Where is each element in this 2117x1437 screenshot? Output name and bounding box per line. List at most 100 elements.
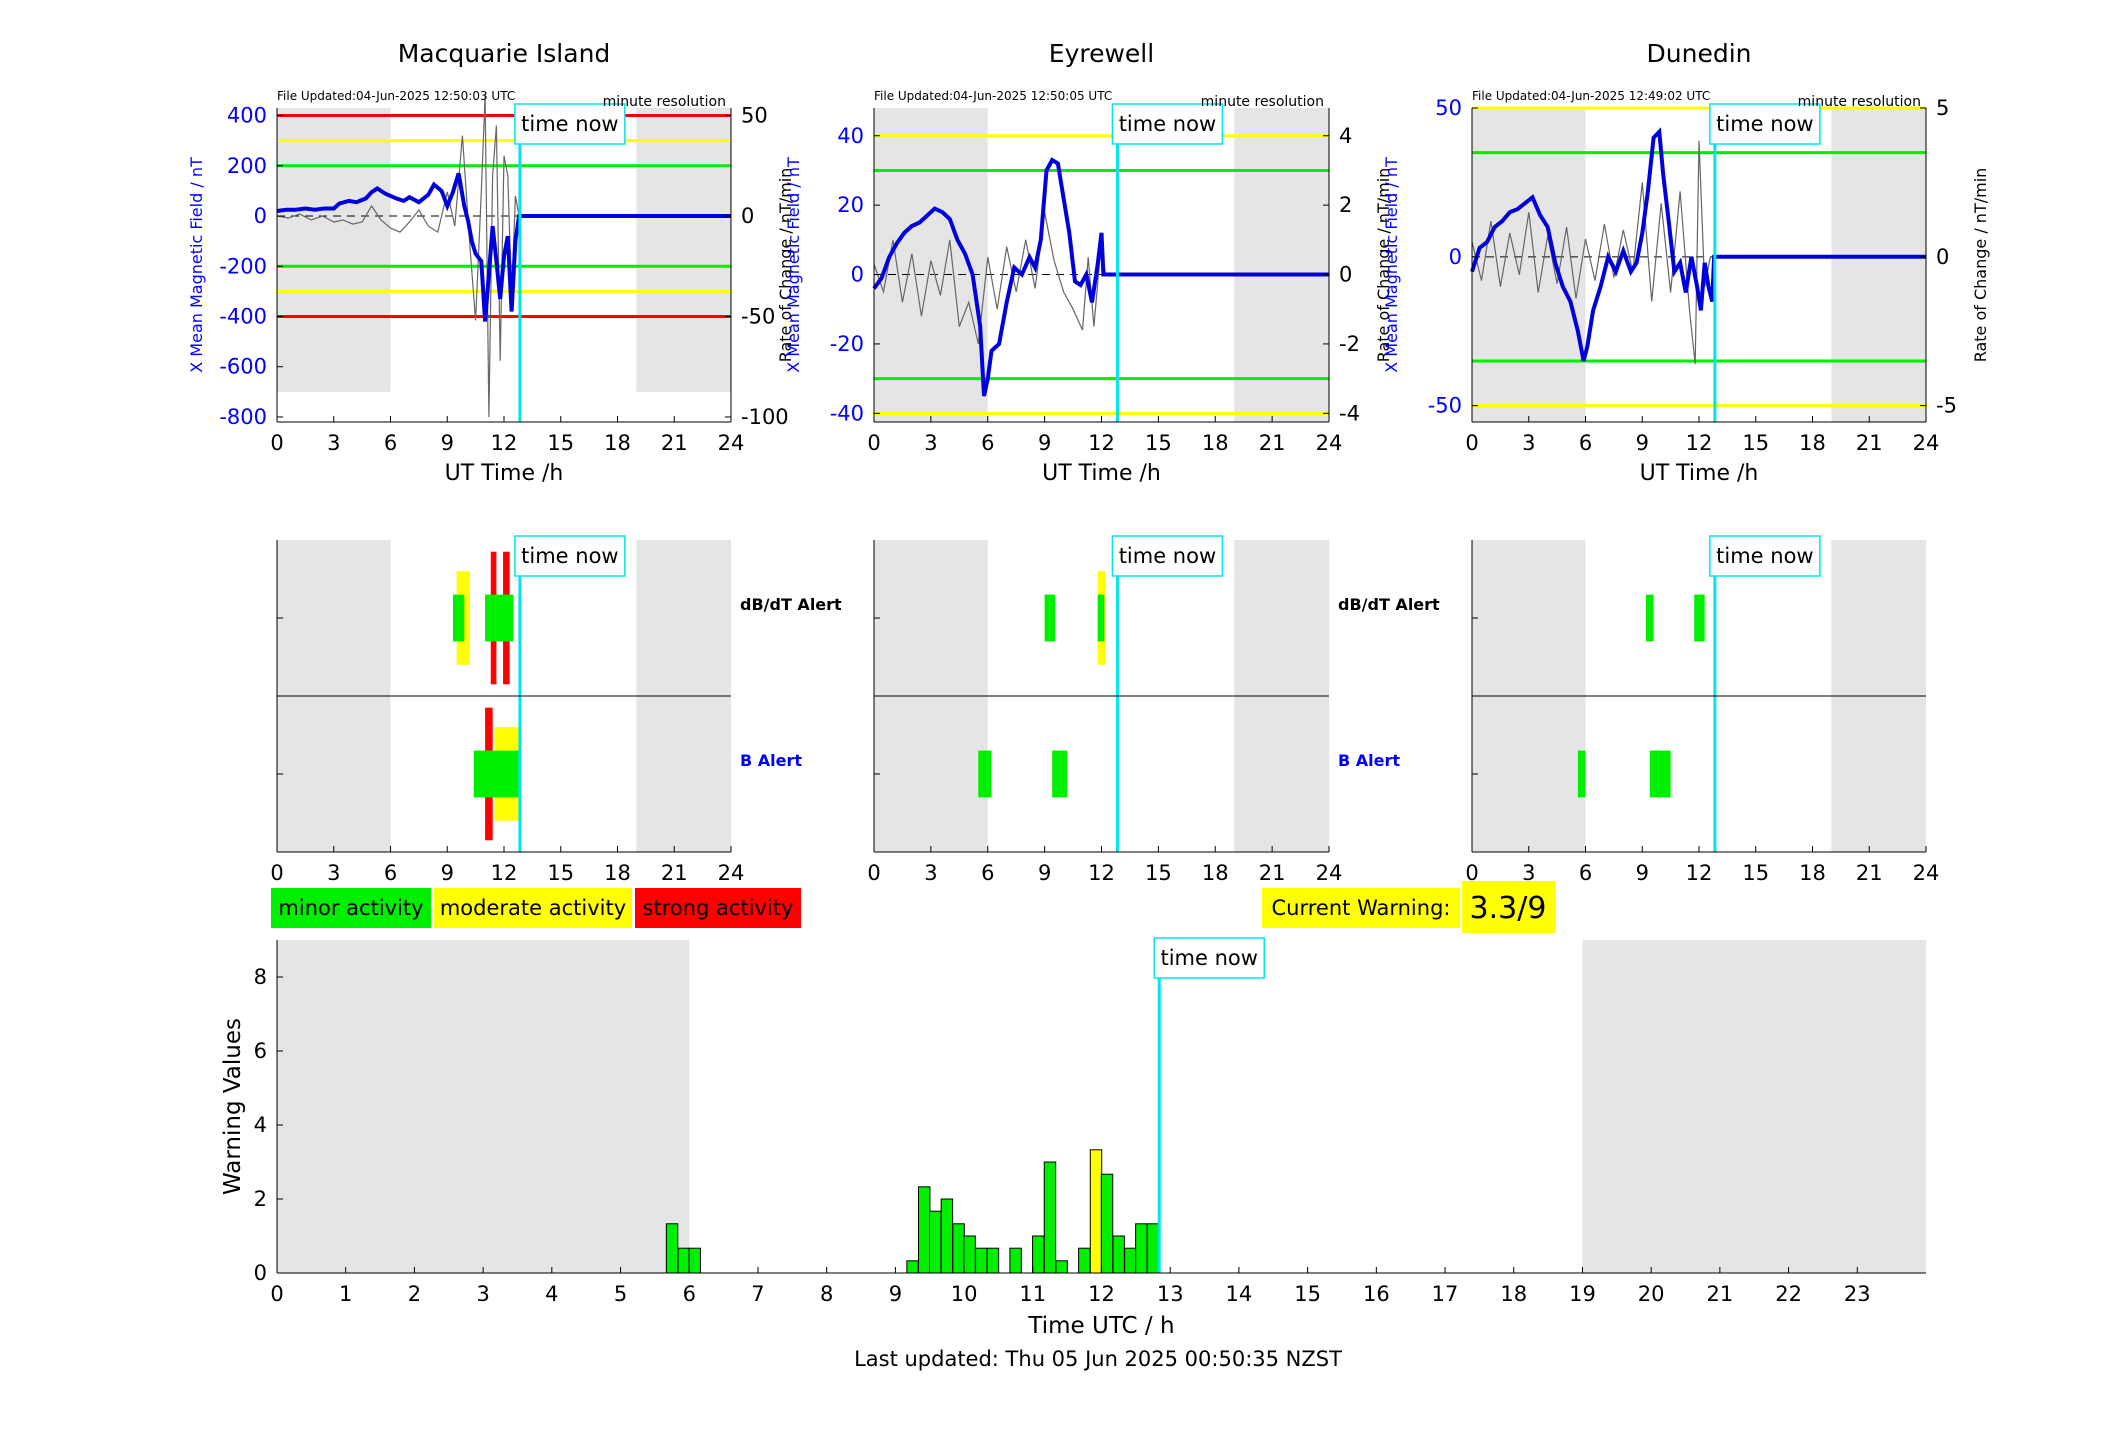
time-now-label: time now bbox=[1119, 544, 1216, 568]
x-tick-label: 18 bbox=[604, 861, 631, 885]
y-tick-label-left: 20 bbox=[837, 193, 864, 217]
warning-bar bbox=[1043, 1161, 1057, 1274]
x-tick-label: 24 bbox=[718, 431, 745, 455]
legend-minor-label: minor activity bbox=[278, 896, 423, 920]
time-now-label-box bbox=[1111, 103, 1224, 145]
alert-bar-minor bbox=[978, 750, 992, 798]
dbdt-alert-label: dB/dT Alert bbox=[1338, 595, 1440, 614]
y-tick-label-right: 5 bbox=[1936, 96, 1949, 120]
current-warning-value: 3.3/9 bbox=[1470, 891, 1547, 926]
alert-panel-1: time now 0 3 6 9 12 15 18 21 24 dB/dT Alert B Alert bbox=[867, 535, 1440, 885]
warning-bar bbox=[1078, 1247, 1091, 1274]
time-now-label-box bbox=[514, 535, 626, 577]
time-now-label: time now bbox=[1716, 544, 1813, 568]
legend-minor-swatch bbox=[271, 888, 431, 928]
mean-field-series-line bbox=[1470, 127, 1926, 362]
mean-field-series-line bbox=[872, 157, 1329, 397]
y-tick-label-left: -200 bbox=[219, 254, 267, 278]
y-tick-label-right: -50 bbox=[741, 304, 775, 328]
x-tick-label: 3 bbox=[327, 861, 340, 885]
b-alert-label: B Alert bbox=[740, 751, 802, 770]
alert-bar-minor bbox=[1097, 594, 1105, 642]
dbdt-alert-label: dB/dT Alert bbox=[740, 595, 842, 614]
y-tick-label-left: 0 bbox=[851, 263, 864, 287]
warning-bar bbox=[986, 1247, 1000, 1274]
night-band bbox=[636, 108, 731, 392]
alert-bar-minor bbox=[485, 594, 514, 642]
x-tick-label: 22 bbox=[1775, 1282, 1802, 1306]
resolution-text: minute resolution bbox=[1798, 94, 1921, 110]
alert-panel-0: time now 0 3 6 9 12 15 18 21 24 dB/dT Alert B Alert bbox=[270, 535, 842, 885]
x-tick-label: 18 bbox=[1500, 1282, 1527, 1306]
night-band bbox=[1582, 940, 1926, 1273]
x-tick-label: 0 bbox=[270, 431, 283, 455]
alert-panel-2: time now 0 3 6 9 12 15 18 21 24 bbox=[1465, 535, 1939, 885]
night-band bbox=[1831, 108, 1926, 422]
x-tick-label: 24 bbox=[718, 861, 745, 885]
y-axis-label-left: X Mean Magnetic Field / nT bbox=[784, 157, 803, 373]
x-tick-label: 20 bbox=[1638, 1282, 1665, 1306]
x-tick-label: 6 bbox=[384, 861, 397, 885]
warning-bar bbox=[1100, 1173, 1114, 1274]
x-tick-label: 18 bbox=[1202, 861, 1229, 885]
y-tick-label-left: 0 bbox=[1449, 245, 1462, 269]
rate-series-line bbox=[1471, 140, 1711, 365]
alert-bar-minor bbox=[1577, 750, 1586, 798]
y-tick-label-left: 0 bbox=[254, 204, 267, 228]
legend-strong-swatch bbox=[635, 888, 801, 928]
time-now-label-box bbox=[1111, 535, 1224, 577]
warning-bar bbox=[929, 1210, 942, 1274]
x-tick-label: 15 bbox=[1742, 861, 1769, 885]
x-tick-label: 21 bbox=[661, 861, 688, 885]
warning-bar bbox=[963, 1235, 976, 1274]
y-tick-label-left: -800 bbox=[219, 405, 267, 429]
x-tick-label: 9 bbox=[1636, 861, 1649, 885]
x-tick-label: 4 bbox=[545, 1282, 558, 1306]
x-tick-label: 6 bbox=[384, 431, 397, 455]
file-updated-text: File Updated:04-Jun-2025 12:50:03 UTC bbox=[277, 89, 515, 103]
x-tick-label: 3 bbox=[1522, 431, 1535, 455]
resolution-text: minute resolution bbox=[1201, 94, 1324, 110]
x-tick-label: 15 bbox=[1294, 1282, 1321, 1306]
x-tick-label: 7 bbox=[751, 1282, 764, 1306]
x-tick-label: 14 bbox=[1226, 1282, 1253, 1306]
x-tick-label: 6 bbox=[1579, 431, 1592, 455]
x-tick-label: 15 bbox=[547, 861, 574, 885]
x-tick-label: 3 bbox=[327, 431, 340, 455]
time-now-label: time now bbox=[1716, 112, 1813, 136]
warning-bar bbox=[1146, 1223, 1160, 1274]
current-warning-label: Current Warning: bbox=[1272, 896, 1451, 920]
x-tick-label: 10 bbox=[951, 1282, 978, 1306]
x-tick-label: 0 bbox=[1465, 431, 1478, 455]
time-now-label-box bbox=[1153, 937, 1265, 979]
y-tick-label-right: -4 bbox=[1339, 401, 1360, 425]
y-tick-label-left: -40 bbox=[830, 401, 864, 425]
x-tick-label: 0 bbox=[270, 861, 283, 885]
x-tick-label: 15 bbox=[1145, 431, 1172, 455]
x-tick-label: 18 bbox=[1202, 431, 1229, 455]
x-tick-label: 9 bbox=[441, 431, 454, 455]
x-tick-label: 12 bbox=[491, 431, 518, 455]
x-tick-label: 21 bbox=[661, 431, 688, 455]
x-tick-label: 9 bbox=[1038, 861, 1051, 885]
x-tick-label: 21 bbox=[1856, 861, 1883, 885]
y-axis-label-right: Rate of Change / nT/min bbox=[1971, 168, 1990, 363]
station-title: Macquarie Island bbox=[398, 39, 611, 68]
x-tick-label: 12 bbox=[491, 861, 518, 885]
warning-bar bbox=[906, 1260, 919, 1274]
x-tick-label: 0 bbox=[1465, 861, 1478, 885]
x-tick-label: 8 bbox=[820, 1282, 833, 1306]
y-tick-label-left: 400 bbox=[227, 104, 267, 128]
x-tick-label: 24 bbox=[1316, 431, 1343, 455]
x-tick-label: 12 bbox=[1088, 1282, 1115, 1306]
warning-bar bbox=[952, 1223, 965, 1274]
y-tick-label-right: 4 bbox=[1339, 124, 1352, 148]
current-warning: Current Warning: 3.3/9 bbox=[1262, 881, 1555, 933]
x-tick-label: 23 bbox=[1844, 1282, 1871, 1306]
time-now-label: time now bbox=[521, 112, 618, 136]
y-tick-label-right: 0 bbox=[741, 204, 754, 228]
file-updated-text: File Updated:04-Jun-2025 12:49:02 UTC bbox=[1472, 89, 1710, 103]
x-tick-label: 21 bbox=[1707, 1282, 1734, 1306]
time-now-label: time now bbox=[1119, 112, 1216, 136]
